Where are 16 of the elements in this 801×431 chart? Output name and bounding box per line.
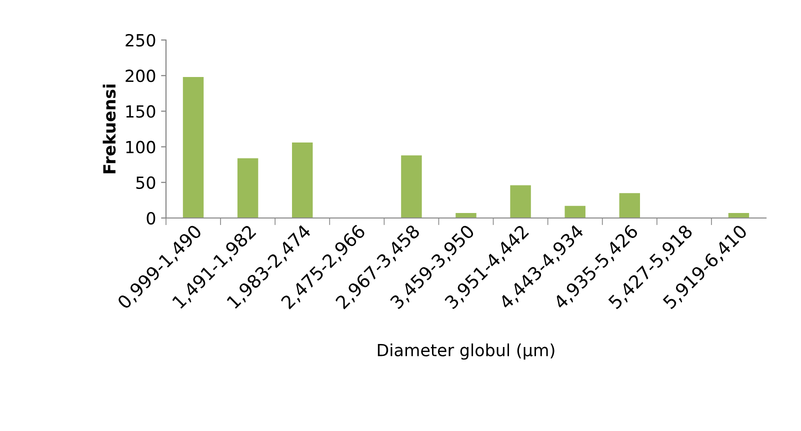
y-tick-label: 150 [126, 105, 156, 118]
y-tick-label: 200 [126, 70, 156, 82]
bar [564, 206, 586, 218]
x-axis-title: Diameter globul (µm) [378, 343, 554, 360]
y-tick-label: 100 [126, 140, 156, 154]
bar [237, 158, 258, 218]
y-tick-label: 0 [146, 212, 156, 225]
bar [182, 77, 204, 218]
bar [456, 213, 476, 218]
bar [619, 193, 640, 218]
bar [292, 142, 313, 218]
y-tick-label: 50 [136, 176, 156, 189]
bar [510, 185, 531, 218]
y-axis-title: Frekuensi [102, 84, 116, 174]
bar [401, 155, 422, 218]
y-tick-label: 250 [126, 34, 156, 47]
